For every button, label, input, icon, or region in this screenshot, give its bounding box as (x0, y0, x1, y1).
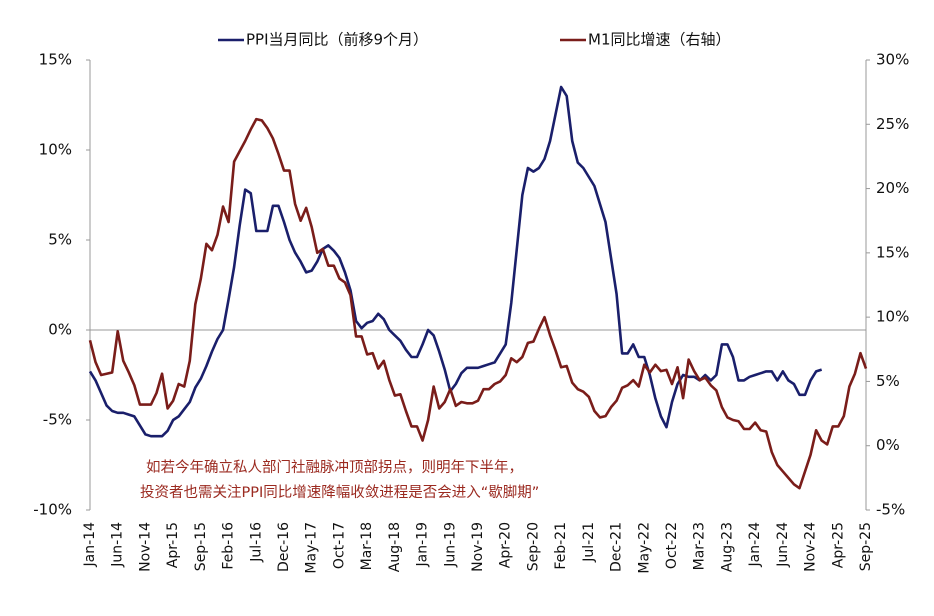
x-tick-label: Jun-19 (442, 522, 458, 568)
y-tick-label: 5% (48, 231, 72, 249)
y2-tick-label: -5% (876, 501, 905, 519)
x-tick-label: Jul-21 (581, 522, 597, 563)
x-tick-label: May-22 (636, 522, 652, 574)
x-tick-label: Sep-15 (193, 522, 209, 571)
y-tick-label: -5% (43, 411, 72, 429)
legend-label: M1同比增速（右轴） (588, 31, 731, 49)
x-tick-label: Oct-22 (664, 522, 680, 569)
x-tick-label: Jun-24 (775, 522, 791, 568)
y-tick-label: 15% (39, 51, 72, 69)
x-tick-label: Aug-23 (719, 522, 735, 572)
series-line (88, 117, 868, 490)
y-tick-label: 10% (39, 141, 72, 159)
x-tick-label: Apr-25 (830, 522, 846, 568)
x-tick-label: Dec-16 (276, 522, 292, 572)
x-tick-label: Nov-19 (470, 522, 486, 572)
y2-tick-label: 15% (876, 243, 909, 261)
x-tick-label: Oct-17 (331, 522, 347, 569)
y2-tick-label: 5% (876, 372, 900, 390)
y2-tick-label: 30% (876, 51, 909, 69)
y-tick-label: -10% (33, 501, 72, 519)
x-tick-label: Aug-18 (387, 522, 403, 572)
legend-label: PPI当月同比（前移9个月） (246, 31, 428, 49)
y2-tick-label: 25% (876, 115, 909, 133)
x-tick-label: Jan-24 (747, 522, 763, 568)
x-tick-label: Feb-21 (553, 522, 569, 570)
x-tick-label: Jun-14 (110, 522, 126, 568)
annotation: 投资者也需关注PPI同比增速降幅收敛进程是否会进入“歇脚期” (140, 484, 539, 501)
x-tick-label: Mar-23 (692, 522, 708, 570)
annotation: 如若今年确立私人部门社融脉冲顶部拐点，则明年下半年， (146, 459, 523, 476)
y-tick-label: 0% (48, 321, 72, 339)
x-tick-label: Feb-16 (221, 522, 237, 570)
x-tick-label: Apr-15 (165, 522, 181, 568)
x-tick-label: Mar-18 (359, 522, 375, 570)
y2-tick-label: 10% (876, 308, 909, 326)
x-tick-label: Jan-14 (82, 522, 98, 568)
x-tick-label: Jan-19 (415, 522, 431, 567)
x-tick-label: Nov-24 (803, 522, 819, 572)
y2-tick-label: 0% (876, 436, 900, 454)
y2-tick-label: 20% (876, 179, 909, 197)
series-line (88, 85, 823, 438)
x-tick-label: Apr-20 (498, 522, 514, 568)
x-tick-label: May-17 (304, 522, 320, 574)
x-tick-label: Dec-21 (609, 522, 625, 572)
x-tick-label: Nov-14 (137, 522, 153, 572)
x-tick-label: Sep-25 (858, 522, 874, 571)
x-tick-label: Sep-20 (525, 522, 541, 571)
x-tick-label: Jul-16 (248, 522, 264, 563)
